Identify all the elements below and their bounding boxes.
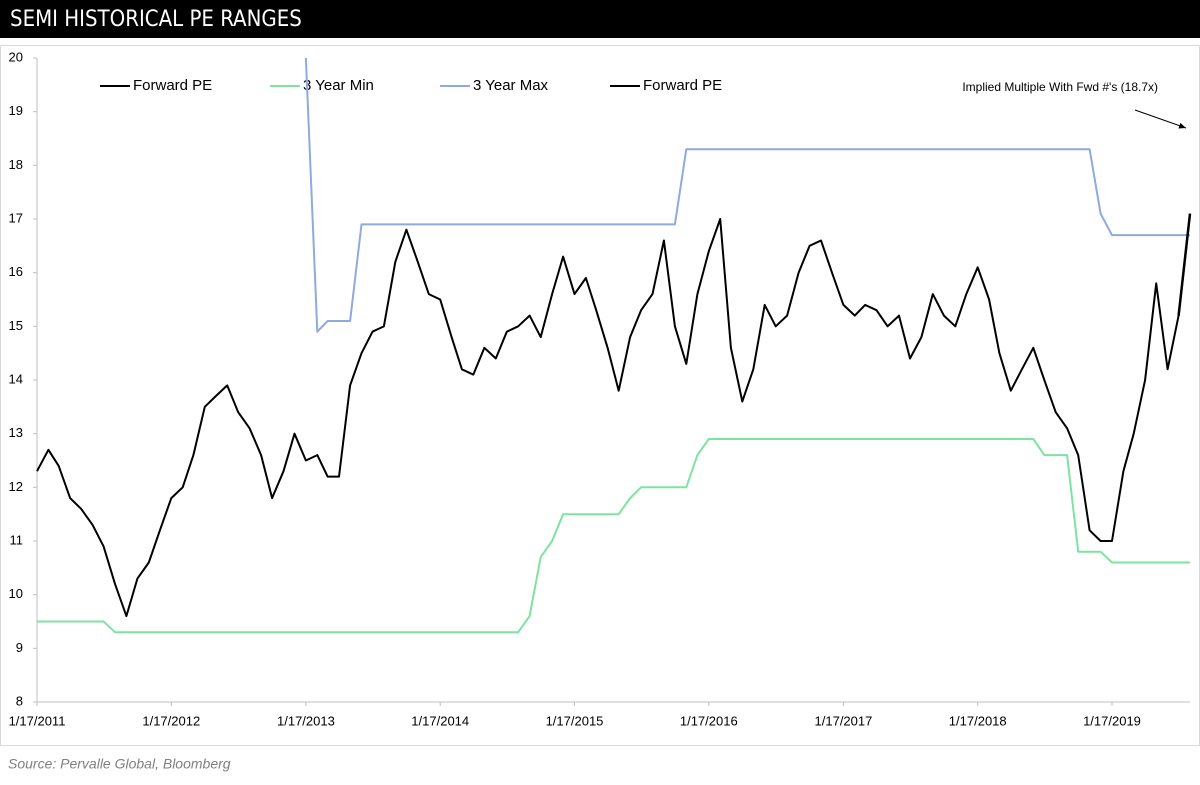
y-tick-label: 10 xyxy=(9,586,23,601)
y-tick-label: 19 xyxy=(9,103,23,118)
y-tick-label: 14 xyxy=(9,371,23,386)
y-tick-label: 8 xyxy=(16,693,23,708)
x-tick-label: 1/17/2016 xyxy=(680,713,738,728)
series-line xyxy=(304,57,1190,333)
x-tick-label: 1/17/2019 xyxy=(1083,713,1141,728)
x-tick-label: 1/17/2015 xyxy=(546,713,604,728)
source: Source: Pervalle Global, Bloomberg xyxy=(8,756,231,772)
chart-frame xyxy=(0,45,1200,746)
y-tick-label: 13 xyxy=(9,425,23,440)
annotation: Implied Multiple With Fwd #'s (18.7x) xyxy=(962,80,1158,94)
chart-title: SEMI HISTORICAL PE RANGES xyxy=(10,7,302,32)
x-tick-label: 1/17/2011 xyxy=(9,713,66,728)
x-tick-label: 1/17/2018 xyxy=(949,713,1007,728)
y-tick-label: 16 xyxy=(9,264,23,279)
y-tick-label: 17 xyxy=(9,210,23,225)
legend-label: Forward PE xyxy=(133,77,212,94)
y-tick-label: 11 xyxy=(10,532,24,547)
x-tick-label: 1/17/2017 xyxy=(815,713,873,728)
x-tick-label: 1/17/2012 xyxy=(142,713,200,728)
y-tick-label: 15 xyxy=(9,318,23,333)
legend-label: Forward PE xyxy=(643,77,722,94)
header-bar xyxy=(0,0,1200,38)
series-line xyxy=(37,438,1190,634)
x-tick-label: 1/17/2014 xyxy=(411,713,469,728)
series-line xyxy=(36,213,1191,618)
y-tick-label: 9 xyxy=(16,640,23,655)
legend-label: 3 Year Min xyxy=(303,77,374,94)
annotation-arrow xyxy=(1134,109,1187,129)
y-tick-label: 20 xyxy=(9,49,23,64)
series-line xyxy=(1177,213,1192,316)
y-tick-label: 12 xyxy=(9,479,23,494)
y-tick-label: 18 xyxy=(9,157,23,172)
legend-label: 3 Year Max xyxy=(473,77,549,94)
x-tick-label: 1/17/2013 xyxy=(277,713,335,728)
